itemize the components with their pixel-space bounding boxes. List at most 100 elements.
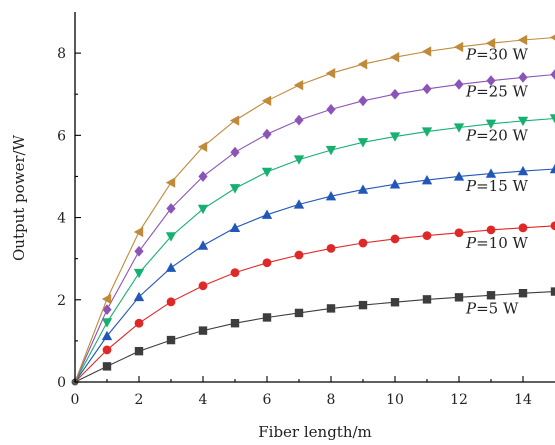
data-point <box>421 127 433 137</box>
data-point <box>485 168 497 178</box>
data-point <box>486 75 496 87</box>
data-point <box>326 304 336 313</box>
x-axis-label: Fiber length/m <box>258 423 372 441</box>
data-point <box>165 262 177 272</box>
data-point <box>102 345 112 355</box>
data-point <box>197 204 209 215</box>
data-point <box>549 163 555 174</box>
data-point <box>390 88 400 100</box>
data-point <box>454 228 464 238</box>
data-point <box>294 250 304 260</box>
data-point <box>454 78 464 90</box>
data-point <box>422 83 432 95</box>
y-tick-label: 8 <box>57 46 66 62</box>
y-tick-label: 0 <box>57 375 66 391</box>
data-point <box>550 221 555 231</box>
data-point <box>230 319 240 328</box>
series-30w: P=30 W <box>74 34 555 383</box>
series-label: P=25 W <box>465 82 529 100</box>
data-point <box>134 346 144 356</box>
series-label-prefix: P <box>465 45 477 63</box>
data-point <box>358 238 368 248</box>
series-label: P=30 W <box>465 45 529 63</box>
series-label-prefix: P <box>465 234 477 252</box>
data-point <box>486 291 496 300</box>
data-point <box>518 223 528 233</box>
series-line <box>74 291 555 383</box>
series-label-suffix: =30 W <box>476 45 528 63</box>
series-label-prefix: P <box>465 82 477 100</box>
series-line <box>74 36 555 383</box>
data-point <box>326 243 336 253</box>
data-point <box>293 79 304 91</box>
data-point <box>166 335 176 345</box>
data-point <box>454 293 464 302</box>
data-point <box>101 318 113 328</box>
data-point <box>325 68 336 79</box>
data-point <box>485 119 497 130</box>
data-point <box>165 177 176 188</box>
data-point <box>421 46 432 57</box>
data-point <box>421 174 433 185</box>
data-point <box>486 225 496 235</box>
data-point <box>453 41 464 53</box>
series-label: P=15 W <box>465 177 529 195</box>
series-line <box>74 117 555 383</box>
series-label: P=20 W <box>465 126 529 144</box>
series-label-suffix: =10 W <box>476 234 528 252</box>
series-label: P=10 W <box>465 234 529 252</box>
data-point <box>294 114 304 126</box>
data-point <box>293 199 305 209</box>
series-label: P=5 W <box>465 300 519 318</box>
data-point <box>133 291 145 302</box>
series-10w: P=10 W <box>74 221 555 383</box>
series-20w: P=20 W <box>74 114 555 383</box>
data-point <box>229 115 240 126</box>
x-tick-label: 8 <box>327 392 336 408</box>
data-point <box>101 330 113 341</box>
x-tick-label: 6 <box>263 392 272 408</box>
data-point <box>261 95 272 106</box>
series-label-prefix: P <box>465 300 477 318</box>
data-point <box>229 184 241 194</box>
data-point <box>422 231 432 241</box>
data-point <box>549 34 555 41</box>
data-point <box>261 209 273 219</box>
data-point <box>230 268 240 278</box>
data-point <box>133 226 144 238</box>
data-point <box>261 167 273 178</box>
data-point <box>358 95 368 107</box>
data-point <box>422 295 432 304</box>
x-tick-label: 14 <box>514 392 532 408</box>
x-tick-label: 4 <box>199 392 208 408</box>
data-point <box>389 132 401 142</box>
data-point <box>389 52 400 63</box>
series-15w: P =15 W <box>74 163 555 383</box>
y-tick-label: 6 <box>57 128 66 144</box>
series-5w: P=5 W <box>74 287 555 383</box>
series-label-suffix: =5 W <box>476 300 519 318</box>
data-point <box>101 293 112 305</box>
data-point <box>550 69 555 80</box>
data-point <box>166 203 176 214</box>
x-tick-label: 0 <box>71 392 80 408</box>
data-point <box>517 34 528 46</box>
y-tick-label: 4 <box>57 211 66 227</box>
data-point <box>293 155 305 165</box>
series-25w: P=25 W <box>74 69 555 383</box>
data-point <box>517 165 529 176</box>
data-point <box>390 234 400 244</box>
data-point <box>518 71 528 83</box>
series-line <box>74 168 555 383</box>
y-tick-label: 2 <box>57 293 66 309</box>
data-point <box>197 141 208 153</box>
data-point <box>326 104 336 115</box>
series-label-suffix: =25 W <box>476 82 528 100</box>
data-point <box>102 304 112 316</box>
data-point <box>294 308 304 318</box>
data-point <box>357 59 368 70</box>
series-label-suffix: =15 W <box>476 177 528 195</box>
data-point <box>357 184 369 194</box>
data-point <box>325 145 337 156</box>
